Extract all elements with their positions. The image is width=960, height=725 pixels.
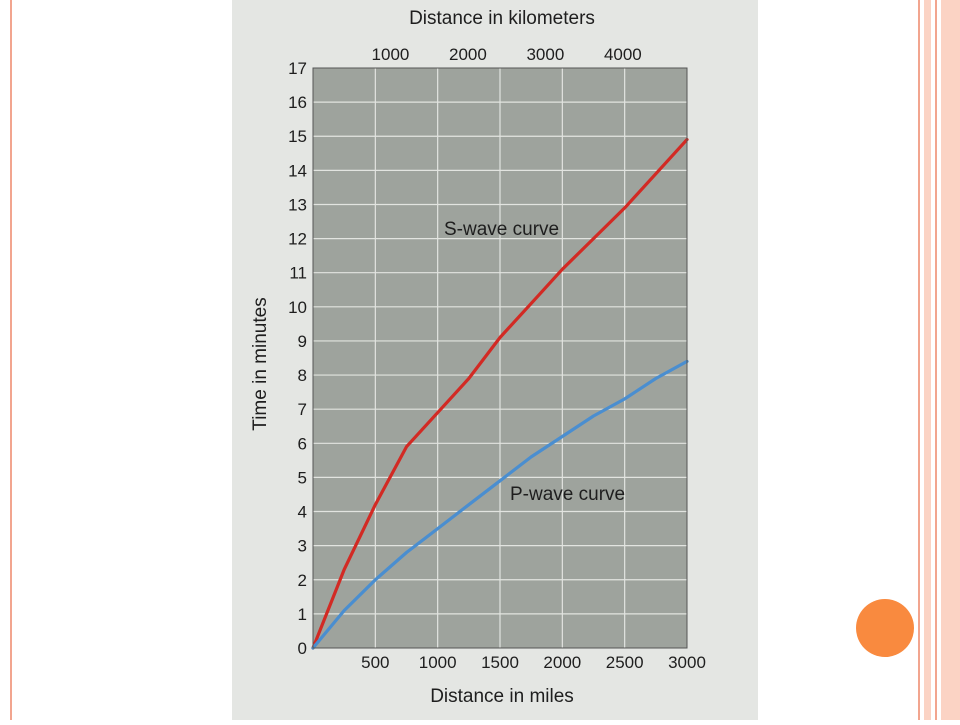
y-tick-label: 2 [298, 571, 307, 590]
y-tick-label: 12 [288, 230, 307, 249]
slide-left-border [10, 0, 12, 720]
s-wave-label: S-wave curve [444, 219, 559, 240]
slide-right-stripe [924, 0, 931, 720]
y-tick-label: 16 [288, 93, 307, 112]
slide-right-stripe [941, 0, 960, 720]
y-tick-label: 8 [298, 366, 307, 385]
chart-panel: 0 1 2 3 4 5 6 7 8 9 10 11 12 13 14 15 16 17 500 1000 1500 200… [232, 0, 758, 720]
x2-tick-label: 3000 [526, 45, 564, 64]
y-tick-label: 1 [298, 605, 307, 624]
y-tick-label: 3 [298, 537, 307, 556]
y-tick-label: 14 [288, 161, 307, 180]
y-tick-label: 15 [288, 127, 307, 146]
orange-circle-decoration [856, 599, 914, 657]
y-tick-label: 17 [288, 59, 307, 78]
grid-lines [313, 68, 687, 648]
y-tick-label: 7 [298, 400, 307, 419]
y-tick-label: 13 [288, 195, 307, 214]
y-tick-label: 10 [288, 298, 307, 317]
x2-axis-label: Distance in kilometers [409, 8, 595, 29]
x-tick-label: 1500 [481, 653, 519, 672]
x2-tick-label: 4000 [604, 45, 642, 64]
x-tick-label: 3000 [668, 653, 706, 672]
p-wave-curve-line [311, 359, 689, 650]
p-wave-label: P-wave curve [510, 484, 625, 505]
y-tick-label: 5 [298, 468, 307, 487]
x2-tick-label: 1000 [372, 45, 410, 64]
x2-tick-label: 2000 [449, 45, 487, 64]
y-tick-label: 4 [298, 503, 307, 522]
x-tick-label: 1000 [419, 653, 457, 672]
y-tick-label: 11 [289, 264, 307, 283]
slide-right-stripe [935, 0, 937, 720]
s-wave-curve-line [311, 138, 689, 650]
slide-right-stripe [918, 0, 920, 720]
x-tick-label: 2500 [606, 653, 644, 672]
plot-frame [312, 67, 688, 649]
x-axis-label: Distance in miles [430, 686, 574, 707]
y-tick-label: 9 [298, 332, 307, 351]
x-tick-label: 500 [361, 653, 389, 672]
y-tick-label: 0 [298, 639, 307, 658]
series-lines [311, 138, 689, 650]
y-axis-label: Time in minutes [250, 297, 271, 430]
x-tick-label: 2000 [543, 653, 581, 672]
y-tick-label: 6 [298, 434, 307, 453]
